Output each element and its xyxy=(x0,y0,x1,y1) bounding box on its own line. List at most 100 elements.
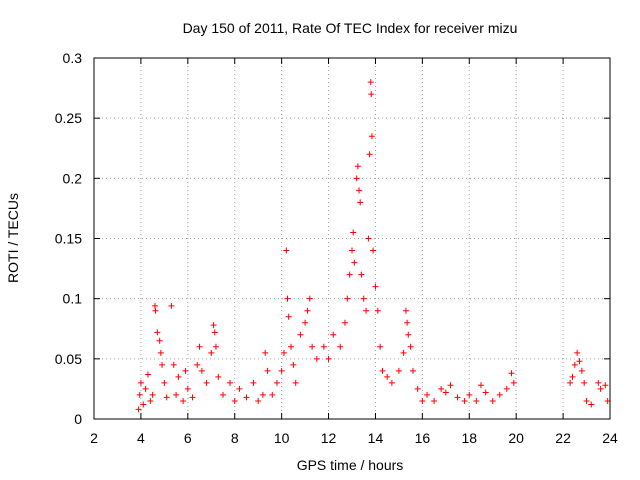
data-point xyxy=(136,391,143,398)
data-point xyxy=(496,391,503,398)
data-point xyxy=(297,331,304,338)
data-point xyxy=(236,385,243,392)
data-point xyxy=(208,349,215,356)
data-point xyxy=(571,361,578,368)
data-point xyxy=(211,329,218,336)
data-point xyxy=(384,373,391,380)
data-point xyxy=(149,391,156,398)
data-point xyxy=(168,302,175,309)
data-point xyxy=(306,295,313,302)
data-point xyxy=(285,313,292,320)
data-point xyxy=(159,361,166,368)
data-point xyxy=(419,397,426,404)
data-point xyxy=(269,391,276,398)
data-point xyxy=(431,397,438,404)
data-point xyxy=(264,367,271,374)
data-point xyxy=(400,349,407,356)
data-point xyxy=(135,406,142,413)
data-point xyxy=(212,343,219,350)
data-point xyxy=(227,379,234,386)
data-point xyxy=(473,397,480,404)
x-tick-label: 16 xyxy=(415,430,431,446)
y-tick-label: 0.25 xyxy=(55,110,82,126)
data-point xyxy=(567,379,574,386)
data-point xyxy=(370,247,377,254)
x-tick-label: 8 xyxy=(231,430,239,446)
data-point xyxy=(368,133,375,140)
y-tick-label: 0.2 xyxy=(63,170,83,186)
data-point xyxy=(602,382,609,389)
data-point xyxy=(337,343,344,350)
data-point xyxy=(259,391,266,398)
data-point xyxy=(356,187,363,194)
data-point xyxy=(374,307,381,314)
data-point xyxy=(283,247,290,254)
data-point xyxy=(255,397,262,404)
data-point xyxy=(569,373,576,380)
data-point xyxy=(163,394,170,401)
data-point xyxy=(156,337,163,344)
x-axis-label: GPS time / hours xyxy=(297,457,404,473)
data-markers xyxy=(135,79,611,413)
x-tick-label: 6 xyxy=(184,430,192,446)
series-markers xyxy=(135,79,611,413)
data-point xyxy=(210,322,217,329)
data-point xyxy=(292,379,299,386)
data-point xyxy=(180,397,187,404)
data-point xyxy=(478,382,484,389)
data-point xyxy=(157,349,164,356)
data-point xyxy=(405,331,412,338)
data-point xyxy=(198,367,205,374)
data-point xyxy=(350,229,357,236)
data-point xyxy=(366,151,373,158)
data-point xyxy=(351,259,358,266)
data-point xyxy=(360,295,367,302)
data-point xyxy=(363,307,370,314)
data-point xyxy=(466,391,473,398)
data-point xyxy=(250,379,257,386)
data-point xyxy=(194,361,201,368)
data-point xyxy=(344,295,351,302)
data-point xyxy=(220,391,226,398)
data-point xyxy=(482,389,489,396)
y-tick-label: 0.05 xyxy=(55,351,82,367)
data-point xyxy=(424,391,431,398)
x-tick-label: 14 xyxy=(368,430,384,446)
data-point xyxy=(588,401,595,408)
data-point xyxy=(368,91,375,98)
data-point xyxy=(203,379,210,386)
data-point xyxy=(581,379,588,386)
y-tick-label: 0.3 xyxy=(63,50,83,66)
data-point xyxy=(388,379,395,386)
data-point xyxy=(357,199,364,206)
y-tick-label: 0.15 xyxy=(55,231,82,247)
x-tick-label: 12 xyxy=(321,430,337,446)
data-point xyxy=(288,343,295,350)
data-point xyxy=(175,373,182,380)
y-tick-label: 0.1 xyxy=(63,291,83,307)
data-point xyxy=(196,343,203,350)
data-point xyxy=(262,349,269,356)
data-point xyxy=(409,367,416,374)
data-point xyxy=(454,394,461,401)
data-point xyxy=(377,343,384,350)
data-point xyxy=(137,379,144,386)
x-tick-label: 24 xyxy=(602,430,618,446)
data-point xyxy=(215,373,222,380)
data-point xyxy=(320,343,327,350)
data-point xyxy=(349,247,355,254)
data-point xyxy=(358,271,365,278)
x-tick-label: 22 xyxy=(555,430,571,446)
data-point xyxy=(489,397,496,404)
data-point xyxy=(503,385,510,392)
x-tick-label: 20 xyxy=(508,430,524,446)
data-point xyxy=(313,355,320,362)
data-point xyxy=(354,163,361,170)
y-tick-label: 0 xyxy=(74,411,82,427)
data-point xyxy=(346,271,353,278)
data-point xyxy=(231,397,238,404)
data-point xyxy=(304,307,311,314)
data-point xyxy=(154,329,161,336)
data-point xyxy=(309,343,316,350)
